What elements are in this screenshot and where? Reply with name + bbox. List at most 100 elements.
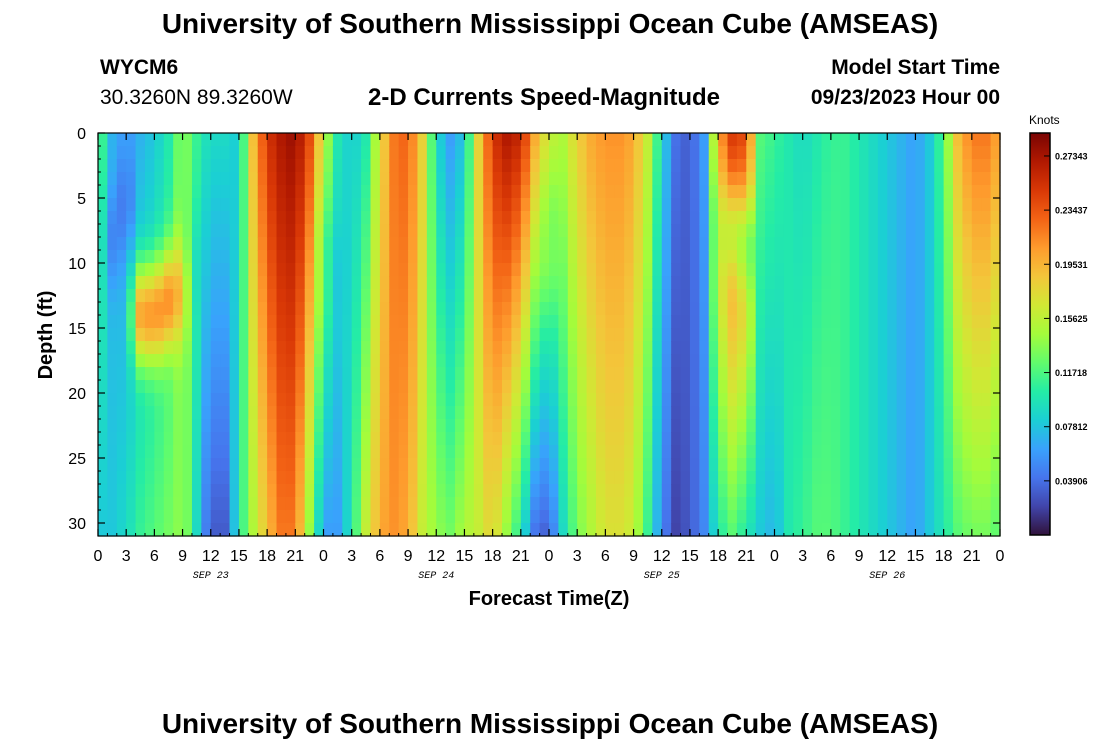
heatmap-cell	[567, 354, 578, 368]
heatmap-cell	[539, 315, 550, 329]
heatmap-cell	[332, 198, 343, 212]
y-tick-label: 30	[68, 516, 86, 533]
heatmap-cell	[342, 458, 353, 472]
heatmap-cell	[248, 315, 259, 329]
heatmap-cell	[210, 510, 221, 524]
colorbar: Knots 0.039060.078120.117180.156250.1953…	[1029, 113, 1088, 536]
heatmap-cell	[849, 380, 860, 394]
heatmap-cell	[379, 523, 390, 537]
heatmap-cell	[642, 133, 653, 147]
x-tick-label: 6	[150, 548, 159, 565]
heatmap-cell	[267, 406, 278, 420]
heatmap-cell	[887, 523, 898, 537]
heatmap-cell	[774, 341, 785, 355]
heatmap-cell	[492, 523, 503, 537]
heatmap-cell	[567, 146, 578, 160]
heatmap-cell	[877, 159, 888, 173]
heatmap-cell	[201, 276, 212, 290]
heatmap-cell	[793, 198, 804, 212]
heatmap-cell	[173, 159, 184, 173]
heatmap-cell	[408, 419, 419, 433]
heatmap-cell	[201, 315, 212, 329]
heatmap-cell	[379, 419, 390, 433]
heatmap-cell	[924, 523, 935, 537]
heatmap-cell	[680, 133, 691, 147]
heatmap-cell	[812, 211, 823, 225]
heatmap-cell	[473, 484, 484, 498]
heatmap-cell	[624, 432, 635, 446]
heatmap-cell	[107, 380, 118, 394]
heatmap-cell	[173, 523, 184, 537]
heatmap-cell	[98, 510, 108, 524]
heatmap-cell	[116, 237, 127, 251]
heatmap-cell	[426, 393, 437, 407]
heatmap-cell	[567, 341, 578, 355]
heatmap-cell	[389, 302, 400, 316]
heatmap-cell	[765, 445, 776, 459]
heatmap-cell	[267, 224, 278, 238]
heatmap-cell	[642, 224, 653, 238]
heatmap-cell	[605, 159, 616, 173]
heatmap-cell	[389, 458, 400, 472]
heatmap-cell	[135, 146, 146, 160]
heatmap-cell	[849, 302, 860, 316]
heatmap-cell	[154, 458, 165, 472]
heatmap-cell	[304, 328, 315, 342]
heatmap-cell	[821, 367, 832, 381]
heatmap-cell	[182, 315, 193, 329]
heatmap-cell	[981, 224, 992, 238]
heatmap-cell	[267, 393, 278, 407]
heatmap-cell	[295, 471, 306, 485]
heatmap-cell	[689, 146, 700, 160]
heatmap-cell	[877, 224, 888, 238]
heatmap-cell	[332, 250, 343, 264]
heatmap-cell	[595, 432, 606, 446]
heatmap-cell	[285, 341, 296, 355]
heatmap-cell	[182, 172, 193, 186]
heatmap-cell	[323, 172, 334, 186]
heatmap-cell	[661, 146, 672, 160]
heatmap-cell	[877, 523, 888, 537]
heatmap-cell	[915, 497, 926, 511]
heatmap-cell	[586, 380, 597, 394]
heatmap-cell	[154, 185, 165, 199]
heatmap-cell	[389, 276, 400, 290]
heatmap-cell	[765, 380, 776, 394]
heatmap-cell	[426, 380, 437, 394]
heatmap-cell	[229, 185, 240, 199]
heatmap-cell	[135, 471, 146, 485]
heatmap-cell	[981, 211, 992, 225]
heatmap-cell	[229, 458, 240, 472]
heatmap-cell	[154, 445, 165, 459]
heatmap-cell	[389, 471, 400, 485]
heatmap-cell	[539, 510, 550, 524]
heatmap-cell	[520, 224, 531, 238]
heatmap-cell	[943, 328, 954, 342]
heatmap-cell	[144, 484, 155, 498]
heatmap-cell	[229, 328, 240, 342]
heatmap-cell	[295, 419, 306, 433]
heatmap-cell	[163, 315, 174, 329]
heatmap-cell	[107, 354, 118, 368]
heatmap-cell	[812, 406, 823, 420]
heatmap-cell	[201, 432, 212, 446]
heatmap-cell	[915, 198, 926, 212]
heatmap-cell	[408, 289, 419, 303]
heatmap-cell	[727, 406, 738, 420]
heatmap-cell	[173, 510, 184, 524]
heatmap-cell	[304, 419, 315, 433]
heatmap-cell	[408, 250, 419, 264]
heatmap-cell	[990, 471, 1001, 485]
heatmap-cell	[971, 172, 982, 186]
heatmap-cell	[953, 367, 964, 381]
heatmap-cell	[736, 471, 747, 485]
heatmap-cell	[727, 146, 738, 160]
heatmap-cell	[417, 471, 428, 485]
heatmap-cell	[642, 393, 653, 407]
heatmap-cell	[398, 263, 409, 277]
heatmap-cell	[98, 211, 108, 225]
heatmap-cell	[107, 133, 118, 147]
heatmap-cell	[736, 224, 747, 238]
heatmap-cell	[595, 237, 606, 251]
heatmap-cell	[793, 432, 804, 446]
